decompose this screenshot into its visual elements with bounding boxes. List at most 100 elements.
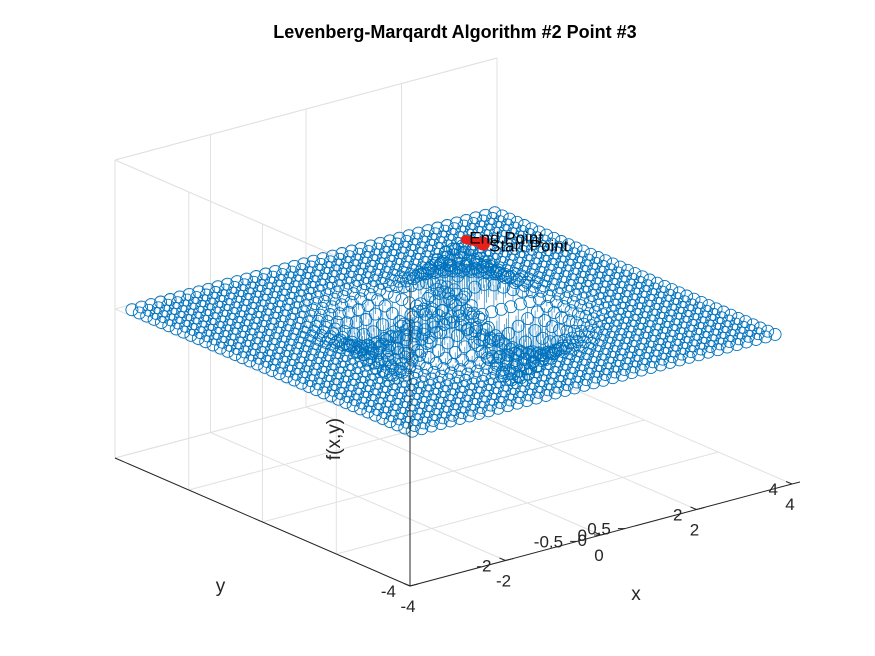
- stem-marker: [417, 416, 431, 430]
- stem-marker: [453, 412, 467, 425]
- stem-marker: [503, 393, 517, 407]
- stem-marker: [489, 358, 503, 372]
- stem-marker: [392, 330, 406, 344]
- stem-marker: [309, 383, 323, 397]
- stem-marker: [339, 395, 353, 409]
- stem-marker: [480, 361, 494, 375]
- stem-marker: [436, 303, 450, 317]
- y-axis-label: y: [216, 576, 226, 597]
- y-tick-label: -2: [476, 557, 491, 576]
- stem-marker: [304, 309, 318, 323]
- stem-marker: [356, 283, 370, 297]
- stem-marker: [388, 289, 401, 303]
- start-point-label: Start Point: [489, 237, 569, 256]
- stem-marker: [342, 343, 355, 357]
- stem-marker: [496, 280, 510, 294]
- stem-marker: [501, 399, 515, 413]
- stem-marker: [491, 334, 505, 348]
- stem-marker: [361, 405, 375, 419]
- stem-marker: [675, 347, 689, 361]
- stem-marker: [329, 285, 343, 299]
- stem-marker: [596, 373, 610, 387]
- stem-marker: [317, 386, 331, 400]
- stem-marker: [213, 341, 227, 355]
- stem-marker: [382, 278, 396, 292]
- stem-marker: [637, 357, 650, 371]
- stem-marker: [383, 339, 397, 353]
- stem-marker: [272, 367, 286, 381]
- stem-marker: [295, 376, 309, 390]
- stem-marker: [474, 401, 488, 415]
- stem-marker: [482, 255, 496, 269]
- stem-marker: [469, 325, 483, 339]
- stem-marker: [320, 288, 334, 302]
- y-tick: [696, 507, 705, 510]
- stem-marker: [547, 306, 561, 320]
- stem-marker: [541, 383, 555, 397]
- stem-marker: [322, 281, 336, 295]
- stem-marker: [555, 310, 569, 324]
- stem-marker: [400, 333, 414, 347]
- stem-marker: [644, 361, 658, 374]
- stem-marker: [761, 324, 775, 338]
- stem-marker: [399, 328, 413, 342]
- stem-marker: [310, 290, 324, 304]
- stem-marker: [561, 284, 575, 298]
- stem-marker: [694, 342, 708, 356]
- stem-marker: [312, 284, 326, 298]
- stem-marker: [470, 364, 484, 378]
- stem-marker: [654, 358, 667, 372]
- chart-title: Levenberg-Marqardt Algorithm #2 Point #3: [273, 22, 636, 42]
- stem-marker: [305, 281, 319, 294]
- stem-marker: [206, 338, 220, 352]
- stem-marker: [426, 413, 440, 427]
- stem-marker: [361, 299, 375, 312]
- z-tick-label: 0: [578, 526, 587, 545]
- stem-marker: [346, 399, 360, 413]
- stem-marker: [402, 296, 416, 310]
- stem-marker: [477, 333, 491, 347]
- stem-marker: [465, 349, 479, 363]
- stem-marker: [481, 321, 495, 334]
- stem-marker: [577, 317, 591, 331]
- stem-marker: [461, 321, 475, 335]
- stem-marker: [615, 368, 629, 382]
- stem-marker: [448, 345, 462, 359]
- stem-marker: [592, 320, 605, 334]
- stem-marker: [463, 409, 476, 423]
- stem-marker: [402, 318, 416, 332]
- stem-marker: [308, 297, 322, 311]
- stem-marker: [331, 392, 345, 406]
- stem-marker: [656, 352, 670, 366]
- stem-marker: [577, 378, 591, 392]
- stem-marker: [291, 295, 305, 309]
- stem-marker: [443, 316, 457, 330]
- stem-marker: [720, 340, 734, 354]
- stem-marker: [401, 271, 415, 285]
- stem-marker: [525, 348, 539, 362]
- stem-marker: [354, 402, 368, 416]
- stem-marker: [439, 351, 453, 365]
- stem-marker: [462, 306, 476, 320]
- stem-marker: [453, 309, 466, 323]
- stem-marker: [412, 277, 426, 291]
- y-tick: [791, 481, 801, 485]
- stem-marker: [280, 370, 294, 384]
- stem-marker: [368, 408, 382, 422]
- stem-marker: [467, 335, 481, 349]
- stem-marker: [711, 343, 725, 357]
- stem-marker: [352, 303, 365, 317]
- stem-marker: [627, 360, 641, 374]
- stem-marker: [296, 305, 310, 319]
- y-tick: [600, 532, 610, 536]
- stem-marker: [434, 325, 447, 339]
- path-point: [460, 235, 470, 244]
- stem-marker: [542, 290, 556, 303]
- stem-marker: [436, 254, 450, 268]
- stem-marker: [461, 367, 475, 381]
- stem-marker: [287, 373, 301, 387]
- stem-marker: [485, 305, 499, 319]
- stem-marker: [506, 283, 520, 297]
